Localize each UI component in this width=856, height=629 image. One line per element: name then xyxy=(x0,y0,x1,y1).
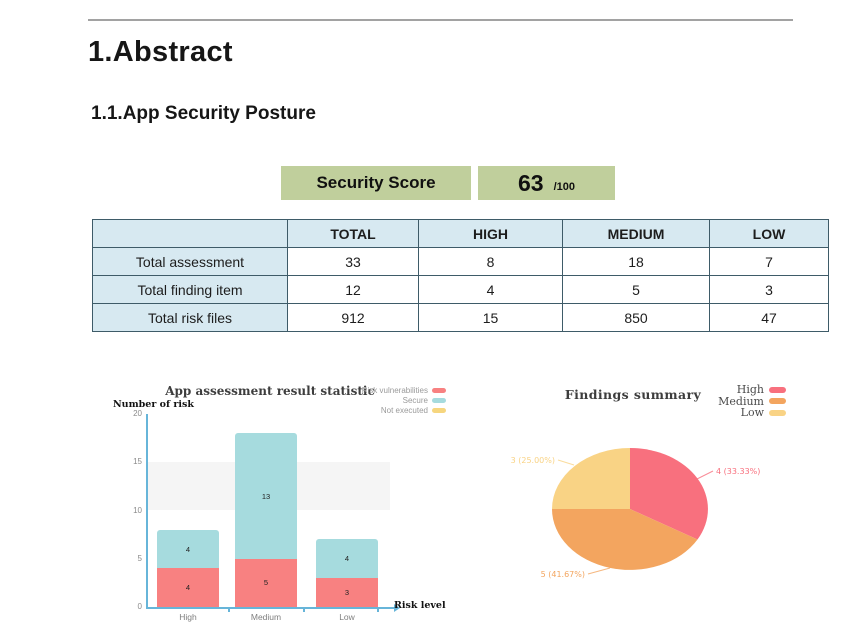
legend-swatch xyxy=(432,387,446,393)
corner-cell xyxy=(92,219,288,248)
row-label-total-finding-item: Total finding item xyxy=(92,275,288,304)
pie-slice-label-medium: 5 (41.67%) xyxy=(541,570,585,579)
subsection-heading: 1.1.App Security Posture xyxy=(91,103,316,124)
legend-swatch xyxy=(432,407,446,413)
y-tick-label: 5 xyxy=(137,553,142,563)
cell-value: 12 xyxy=(287,275,419,304)
bar-value-label: 13 xyxy=(261,491,271,501)
col-total: TOTAL xyxy=(287,219,419,248)
pie-legend-item-low: Low xyxy=(740,406,786,420)
bar-value-label: 5 xyxy=(263,578,269,588)
pie-chart: Findings summary High Medium Low 4 (33.33%… xyxy=(470,383,830,629)
pie-legend-label: Medium xyxy=(718,394,764,408)
pie-label-connector-high xyxy=(696,470,714,480)
legend-swatch xyxy=(432,397,446,403)
security-score-value: 63 xyxy=(517,169,544,196)
pie-chart-legend: High Medium Low xyxy=(718,383,786,420)
col-low: LOW xyxy=(709,219,829,248)
pie-legend-label: High xyxy=(736,383,764,397)
cell-value: 18 xyxy=(562,247,710,276)
row-label-total-assessment: Total assessment xyxy=(92,247,288,276)
cell-value: 4 xyxy=(418,275,563,304)
x-axis-arrow xyxy=(394,604,400,612)
cell-value: 33 xyxy=(287,247,419,276)
bar-chart-x-axis-label: Risk level xyxy=(394,600,446,611)
y-tick-label: 15 xyxy=(133,457,142,467)
x-tick-label-high: High xyxy=(179,612,197,622)
col-high: HIGH xyxy=(418,219,563,248)
pie-chart-title: Findings summary xyxy=(564,387,702,402)
section-heading: 1.Abstract xyxy=(88,36,233,68)
pie-slice-label-low: 3 (25.00%) xyxy=(511,456,555,465)
cell-value: 7 xyxy=(709,247,829,276)
legend-label: Not executed xyxy=(380,405,428,415)
pie-slice-low xyxy=(552,448,630,509)
x-tick-label-medium: Medium xyxy=(250,612,282,622)
security-score-label: Security Score xyxy=(281,166,471,200)
bar-segment-low-secure: 4 xyxy=(316,539,378,579)
legend-item-secure: Secure xyxy=(403,395,446,405)
bar-segment-medium-secure: 13 xyxy=(235,433,297,559)
pie-legend-swatch xyxy=(769,386,786,393)
bar-segment-high-secure: 4 xyxy=(157,529,219,569)
pie-label-connector-low xyxy=(557,459,575,466)
y-axis-line xyxy=(146,414,148,609)
table-row: Total finding item 12 4 5 3 xyxy=(92,275,829,304)
row-label-total-risk-files: Total risk files xyxy=(92,303,288,332)
bar-chart-title: App assessment result statistic xyxy=(165,384,375,398)
bar-segment-high-risk-vulnerabilities: 4 xyxy=(157,568,219,607)
legend-label: Risk vulnerabilities xyxy=(361,385,428,395)
bar-segment-low-risk-vulnerabilities: 3 xyxy=(316,578,378,607)
cell-value: 47 xyxy=(709,303,829,332)
y-tick-label: 10 xyxy=(133,505,142,515)
x-axis-tick xyxy=(377,609,379,612)
bar-chart: App assessment result statistic Risk vul… xyxy=(100,383,448,629)
bar-chart-y-axis-label: Number of risk xyxy=(113,399,194,410)
pie-chart-canvas: 4 (33.33%) 5 (41.67%) 3 (25.00%) xyxy=(511,448,760,579)
cell-value: 912 xyxy=(287,303,419,332)
cell-value: 3 xyxy=(709,275,829,304)
x-tick-label-low: Low xyxy=(339,612,355,622)
cell-value: 5 xyxy=(562,275,710,304)
table-row: Total assessment 33 8 18 7 xyxy=(92,247,829,276)
bar-chart-legend: Risk vulnerabilities Secure Not executed xyxy=(362,385,446,415)
security-score-denominator: /100 xyxy=(553,180,575,193)
pie-slice-high xyxy=(630,448,708,540)
bar-value-label: 3 xyxy=(344,588,350,598)
legend-label: Secure xyxy=(402,395,428,405)
cell-value: 8 xyxy=(418,247,563,276)
pie-legend-item-medium: Medium xyxy=(718,394,786,408)
summary-table-header-row: TOTAL HIGH MEDIUM LOW xyxy=(92,219,829,248)
pie-legend-item-high: High xyxy=(736,383,786,397)
pie-slice-medium xyxy=(552,509,698,570)
y-tick-label: 20 xyxy=(133,409,142,418)
pie-label-connector-medium xyxy=(587,567,611,575)
security-score: Security Score 63 /100 xyxy=(281,166,615,200)
x-axis-line xyxy=(146,607,394,609)
pie-legend-swatch xyxy=(769,398,786,405)
bar-chart-plot-area: 4 4 High 5 13 Medium 3 4 Low 0 5 10 15 20 xyxy=(133,409,400,622)
security-score-value-box: 63 /100 xyxy=(478,166,615,200)
cell-value: 850 xyxy=(562,303,710,332)
bar-value-label: 4 xyxy=(185,583,191,593)
pie-legend-label: Low xyxy=(740,406,764,420)
table-row: Total risk files 912 15 850 47 xyxy=(92,303,829,332)
bar-value-label: 4 xyxy=(344,554,350,564)
col-medium: MEDIUM xyxy=(562,219,710,248)
pie-slice-label-high: 4 (33.33%) xyxy=(716,467,760,476)
y-tick-label: 0 xyxy=(137,602,142,611)
pie-legend-swatch xyxy=(769,409,786,416)
legend-item-risk-vulnerabilities: Risk vulnerabilities xyxy=(362,385,446,395)
x-axis-tick xyxy=(228,609,230,612)
cell-value: 15 xyxy=(418,303,563,332)
summary-table: TOTAL HIGH MEDIUM LOW Total assessment 3… xyxy=(92,219,829,332)
top-divider xyxy=(88,19,793,21)
bar-value-label: 4 xyxy=(185,544,191,554)
x-axis-tick xyxy=(303,609,305,612)
bar-segment-medium-risk-vulnerabilities: 5 xyxy=(235,558,297,607)
legend-item-not-executed: Not executed xyxy=(381,405,446,415)
